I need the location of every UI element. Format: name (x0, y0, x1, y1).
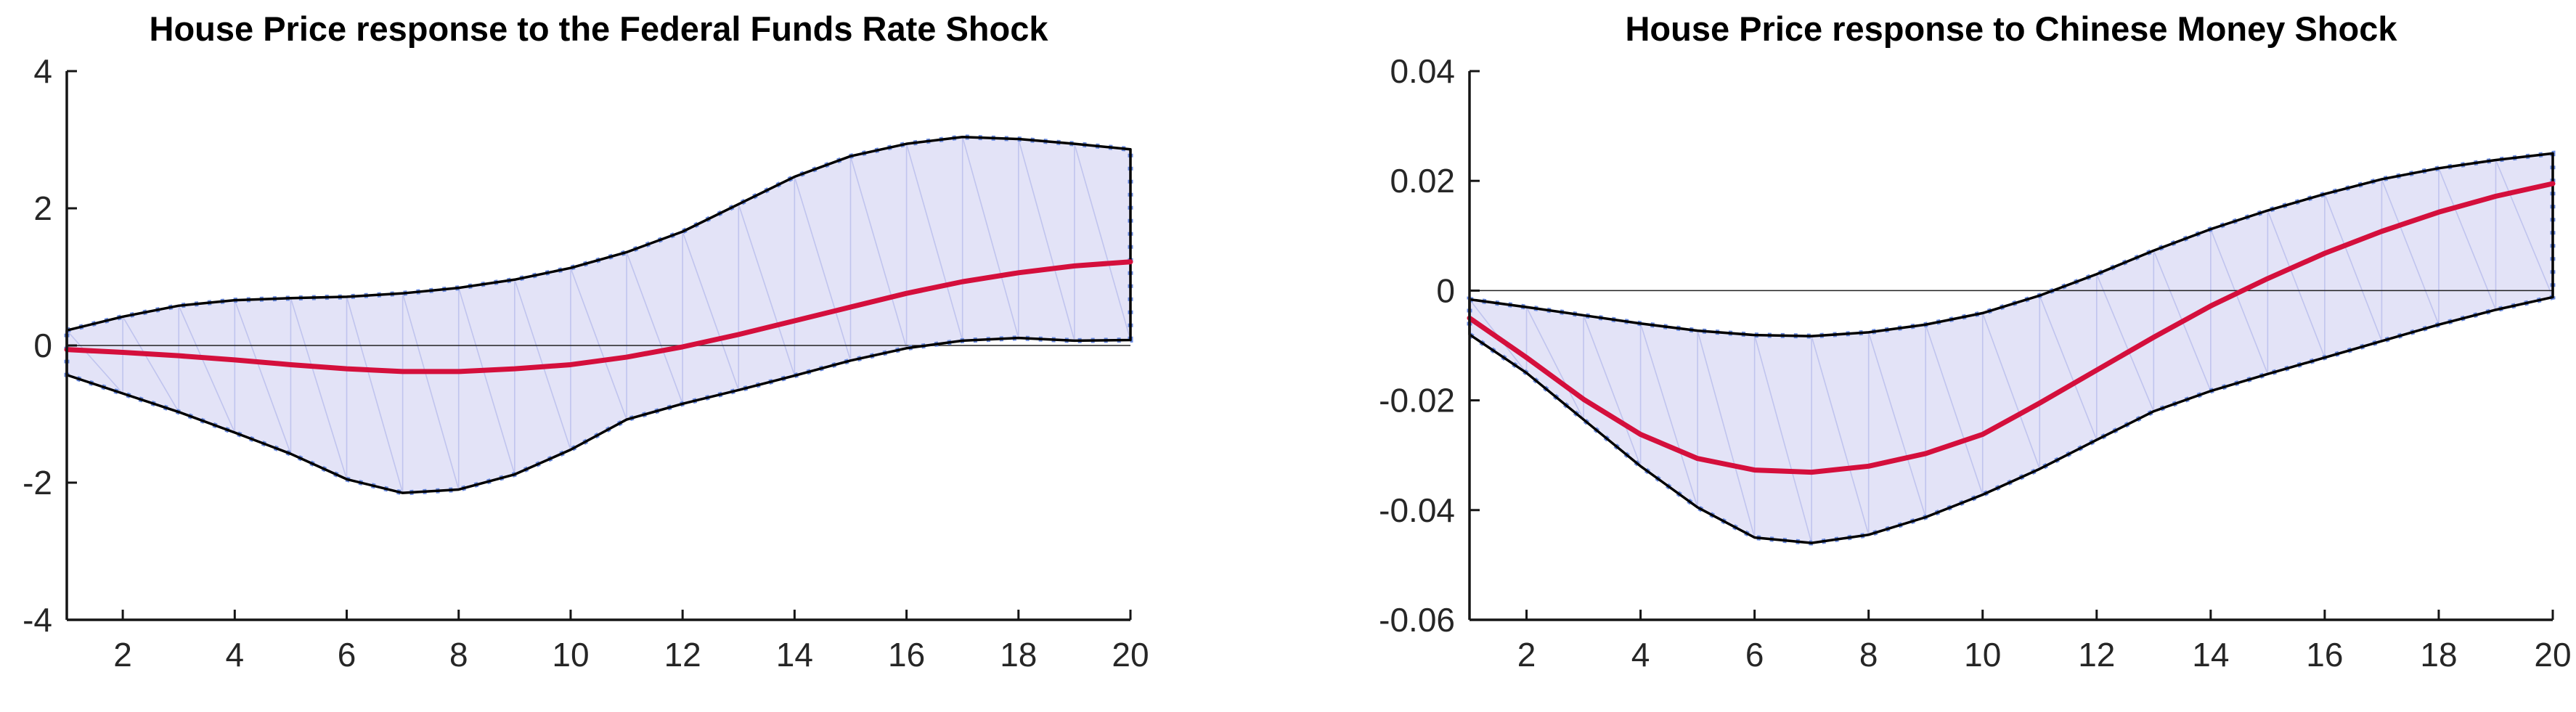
y-tick-label: 4 (33, 52, 52, 90)
median-irf-line (64, 259, 1133, 375)
confidence-band (1470, 153, 2553, 544)
y-tick-label: -0.06 (1379, 601, 1455, 639)
x-tick-label: 6 (338, 636, 356, 674)
x-tick-label: 18 (2420, 636, 2457, 674)
x-tick-label: 14 (2192, 636, 2229, 674)
x-tick-label: 20 (2534, 636, 2571, 674)
x-tick-label: 2 (113, 636, 132, 674)
confidence-band (67, 136, 1130, 494)
chart-title-right: House Price response to Chinese Money Sh… (1625, 9, 2397, 48)
x-tick-label: 4 (1631, 636, 1650, 674)
x-tick-label: 20 (1112, 636, 1149, 674)
x-tick-label: 10 (552, 636, 589, 674)
panel-0: 420-2-42 4 6 8 10 12 14 16 18 20 (23, 52, 1149, 674)
x-tick-label: 4 (226, 636, 245, 674)
x-tick-label: 2 (1517, 636, 1536, 674)
y-tick-label: -4 (23, 601, 52, 639)
x-tick-label: 12 (2078, 636, 2115, 674)
y-tick-label: 0.04 (1390, 52, 1455, 90)
x-tick-label: 14 (776, 636, 813, 674)
y-tick-label: -2 (23, 464, 52, 502)
y-tick-label: -0.02 (1379, 382, 1455, 420)
panel-1: 0.04 0.02 0 -0.02 -0.04 -0.06 2 4 6 8 10 12 14 16 18 20 (1379, 52, 2571, 674)
y-tick-label: 0.02 (1390, 162, 1455, 200)
x-tick-label: 18 (1000, 636, 1037, 674)
median-irf-line (1467, 181, 2556, 475)
x-tick-label: 16 (2306, 636, 2343, 674)
x-tick-label: 8 (1859, 636, 1878, 674)
axes-0: 420-2-42 4 6 8 10 12 14 16 18 20 (23, 52, 1149, 674)
x-tick-label: 12 (664, 636, 701, 674)
band-outline (1468, 152, 2554, 544)
axes-1: 0.04 0.02 0 -0.02 -0.04 -0.06 2 4 6 8 10 12 14 16 18 20 (1379, 52, 2571, 674)
x-tick-label: 8 (449, 636, 468, 674)
x-tick-label: 6 (1745, 636, 1764, 674)
y-tick-label: -0.04 (1379, 491, 1455, 529)
y-tick-label: 0 (1436, 271, 1455, 309)
y-tick-label: 0 (33, 327, 52, 364)
chart-title-left: House Price response to the Federal Fund… (149, 9, 1048, 48)
y-tick-label: 2 (33, 189, 52, 227)
band-outline (65, 135, 1132, 494)
x-tick-label: 16 (888, 636, 925, 674)
x-tick-label: 10 (1964, 636, 2001, 674)
